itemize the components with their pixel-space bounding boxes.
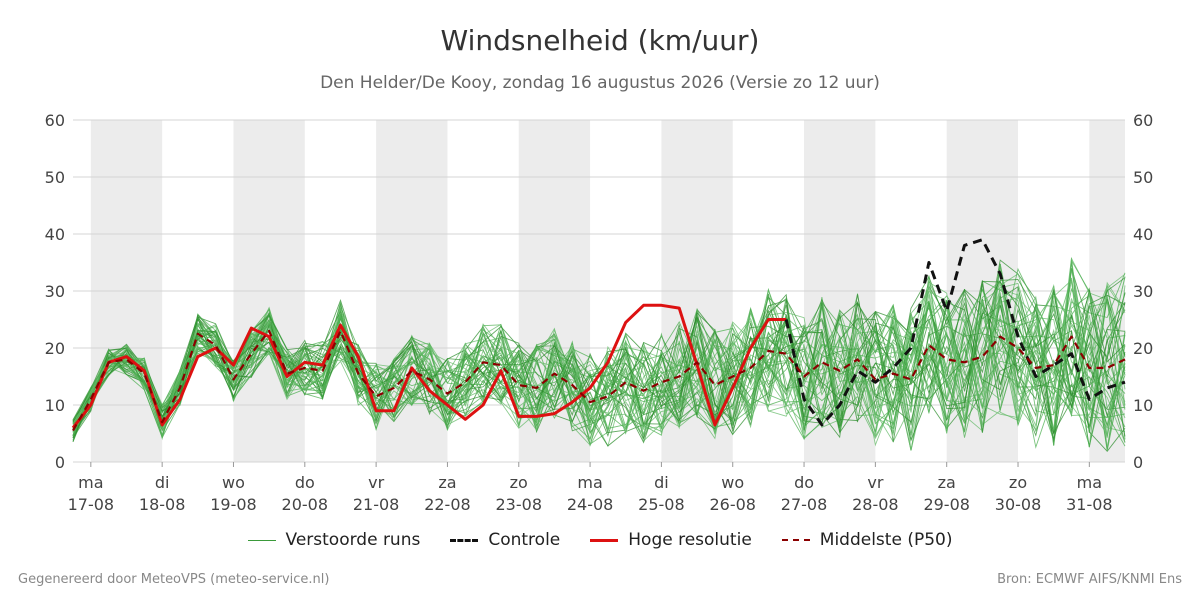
hres-line (71, 303, 787, 429)
x-tick-date: 17-08 (68, 495, 115, 514)
x-tick-date: 25-08 (638, 495, 685, 514)
x-tick-day: do (295, 473, 315, 492)
x-tick-day: wo (222, 473, 245, 492)
y-tick-label-right: 20 (1133, 339, 1153, 358)
legend-label-ensemble: Verstoorde runs (285, 530, 421, 550)
legend-item-control: Controle (450, 530, 560, 550)
ensemble-line (72, 282, 1126, 447)
ensemble-line (72, 259, 1126, 441)
legend-swatch-control (450, 538, 479, 542)
x-tick-day: do (794, 473, 814, 492)
y-tick-label-left: 20 (45, 339, 65, 358)
x-axis: ma 17-08 di 18-08 wo 19-08 do 20-08 vr 21-08 za 22-… (68, 462, 1113, 514)
y-tick-label-right: 50 (1133, 168, 1153, 187)
chart-title: Windsnelheid (km/uur) (440, 24, 760, 57)
y-tick-label-left: 40 (45, 225, 65, 244)
x-tick-day: vr (368, 473, 384, 492)
x-tick-day: di (654, 473, 669, 492)
y-tick-label-right: 30 (1133, 282, 1153, 301)
footer-credit: Gegenereerd door MeteoVPS (meteo-service… (18, 572, 330, 587)
x-tick-date: 22-08 (424, 495, 471, 514)
x-tick-day: zo (510, 473, 528, 492)
x-tick-date: 29-08 (923, 495, 970, 514)
y-tick-label-left: 30 (45, 282, 65, 301)
ensemble-line (72, 277, 1126, 428)
y-tick-label-right: 40 (1133, 225, 1153, 244)
ensemble-runs (72, 257, 1126, 452)
x-tick-date: 27-08 (781, 495, 828, 514)
legend-item-p50: Middelste (P50) (781, 530, 953, 550)
x-tick-day: zo (1009, 473, 1027, 492)
chart-subtitle: Den Helder/De Kooy, zondag 16 augustus 2… (320, 73, 880, 93)
y-tick-label-left: 0 (55, 453, 65, 472)
legend-label-control: Controle (488, 530, 561, 550)
x-tick-date: 31-08 (1066, 495, 1113, 514)
x-tick-day: ma (577, 473, 602, 492)
x-tick-date: 23-08 (496, 495, 543, 514)
legend-label-p50: Middelste (P50) (819, 530, 953, 550)
x-tick-date: 20-08 (282, 495, 329, 514)
ensemble-line (72, 279, 1126, 437)
legend-swatch-ensemble (247, 539, 276, 541)
legend-item-ensemble: Verstoorde runs (247, 530, 421, 550)
x-tick-date: 28-08 (852, 495, 899, 514)
x-tick-day: za (438, 473, 456, 492)
p50-line (72, 329, 1126, 432)
control-line (784, 238, 1126, 427)
legend-item-hres: Hoge resolutie (590, 530, 752, 550)
main-series (71, 238, 1126, 432)
x-tick-day: za (938, 473, 956, 492)
y-tick-label-right: 60 (1133, 111, 1153, 130)
y-tick-label-left: 60 (45, 111, 65, 130)
legend-swatch-hres (590, 538, 619, 542)
footer-source: Bron: ECMWF AIFS/KNMI Ens (997, 572, 1182, 587)
ensemble-line (72, 257, 1126, 451)
x-tick-date: 18-08 (139, 495, 186, 514)
x-tick-day: ma (78, 473, 103, 492)
y-tick-label-right: 10 (1133, 396, 1153, 415)
x-tick-day: di (155, 473, 170, 492)
x-tick-day: vr (867, 473, 883, 492)
x-tick-date: 19-08 (210, 495, 257, 514)
ensemble-line (72, 289, 1126, 437)
wind-chart: 0 10 20 30 40 50 60 0 10 20 30 40 50 60 ma 17-08 di 18-… (45, 111, 1154, 514)
ensemble-line (72, 287, 1126, 446)
x-tick-date: 24-08 (567, 495, 614, 514)
ensemble-line (72, 269, 1126, 447)
legend: Verstoorde runs Controle Hoge resolutie … (0, 530, 1200, 550)
y-tick-label-left: 50 (45, 168, 65, 187)
x-tick-date: 21-08 (353, 495, 400, 514)
y-axis-right: 0 10 20 30 40 50 60 (1133, 111, 1153, 472)
legend-label-hres: Hoge resolutie (628, 530, 752, 550)
legend-swatch-p50 (781, 539, 810, 541)
y-tick-label-right: 0 (1133, 453, 1143, 472)
ensemble-line (72, 284, 1126, 437)
x-tick-day: ma (1077, 473, 1102, 492)
y-axis-left: 0 10 20 30 40 50 60 (45, 111, 65, 472)
x-tick-date: 30-08 (995, 495, 1042, 514)
y-tick-label-left: 10 (45, 396, 65, 415)
x-tick-day: wo (721, 473, 744, 492)
x-tick-date: 26-08 (709, 495, 756, 514)
